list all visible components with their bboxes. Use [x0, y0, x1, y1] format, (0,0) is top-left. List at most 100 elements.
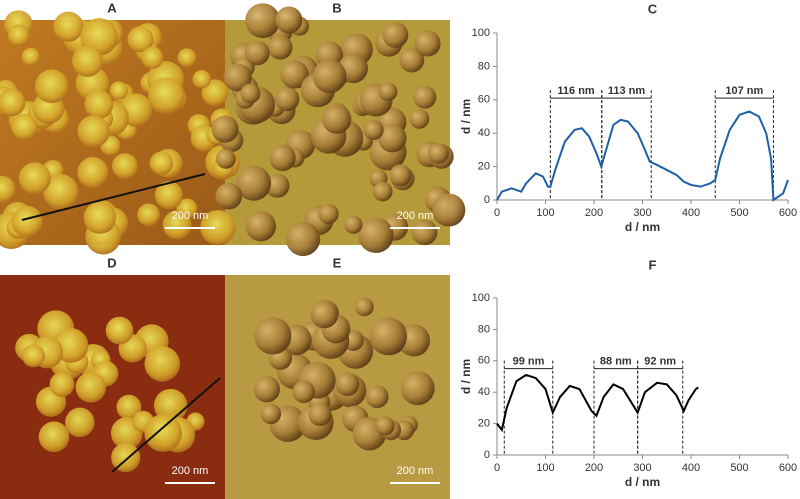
particle	[399, 47, 425, 73]
y-tick-label: 100	[472, 292, 490, 304]
particle	[177, 48, 197, 68]
particle	[127, 26, 154, 53]
x-tick-label: 100	[536, 462, 554, 474]
particle	[267, 35, 293, 60]
particle	[236, 165, 272, 201]
particle	[144, 414, 182, 452]
y-tick-label: 100	[472, 27, 490, 39]
x-tick-label: 600	[779, 207, 797, 219]
panel-label: B	[332, 0, 341, 15]
y-axis-label: d / nm	[459, 359, 473, 394]
y-tick-label: 0	[484, 194, 490, 206]
particle	[428, 142, 449, 164]
x-tick-label: 0	[494, 207, 500, 219]
particle	[344, 215, 363, 234]
x-tick-label: 500	[730, 462, 748, 474]
particle	[43, 174, 79, 210]
particle	[71, 45, 104, 77]
y-tick-label: 20	[478, 161, 490, 173]
particle	[0, 88, 26, 117]
y-tick-label: 80	[478, 60, 490, 72]
particle	[377, 123, 407, 153]
particle	[363, 120, 384, 140]
y-axis-label: d / nm	[459, 99, 473, 134]
particle	[144, 346, 180, 382]
x-tick-label: 0	[494, 462, 500, 474]
particle	[358, 217, 394, 253]
particle	[65, 407, 95, 438]
chart-title: F	[649, 257, 657, 272]
particle	[355, 297, 374, 317]
profile-curve	[496, 373, 699, 433]
particle	[11, 205, 43, 237]
particle	[274, 86, 300, 112]
particle	[253, 376, 281, 403]
particle	[147, 77, 185, 114]
particle	[285, 221, 321, 257]
particle	[77, 157, 109, 188]
particle	[378, 82, 398, 101]
x-tick-label: 300	[633, 207, 651, 219]
x-tick-label: 200	[585, 207, 603, 219]
particle	[21, 47, 40, 66]
x-tick-label: 400	[682, 207, 700, 219]
x-tick-label: 500	[730, 207, 748, 219]
particle	[389, 164, 412, 187]
particle	[432, 193, 466, 227]
y-tick-label: 40	[478, 386, 490, 398]
particle	[308, 402, 332, 426]
bracket-label: 107 nm	[725, 85, 763, 97]
x-axis-label: d / nm	[625, 220, 660, 234]
particle	[318, 203, 339, 224]
particle	[83, 201, 117, 234]
particle	[275, 6, 303, 34]
particle	[18, 162, 51, 195]
particle	[245, 210, 277, 242]
particle	[200, 210, 236, 246]
x-tick-label: 300	[633, 462, 651, 474]
x-axis-label: d / nm	[625, 475, 660, 489]
particle	[310, 300, 339, 329]
particle	[49, 372, 75, 397]
chart-title: C	[648, 1, 658, 16]
particle	[260, 403, 282, 425]
y-tick-label: 40	[478, 127, 490, 139]
y-tick-label: 60	[478, 94, 490, 106]
scale-bar-label: 200 nm	[397, 210, 434, 222]
particle	[192, 69, 211, 89]
particle	[111, 442, 141, 473]
particle	[269, 144, 296, 172]
particle	[382, 21, 409, 48]
particle	[369, 317, 408, 356]
profile-curve	[496, 110, 789, 202]
particle	[149, 151, 173, 175]
particle	[141, 46, 164, 69]
particle	[105, 316, 134, 345]
scale-bar-label: 200 nm	[172, 465, 209, 477]
y-tick-label: 0	[484, 449, 490, 461]
x-tick-label: 200	[585, 462, 603, 474]
particle	[109, 81, 128, 100]
particle	[322, 104, 352, 134]
profile-line	[111, 377, 221, 473]
bracket-label: 113 nm	[608, 85, 646, 97]
particle	[400, 371, 435, 406]
particle	[335, 372, 360, 397]
panel-label: E	[333, 255, 342, 270]
particle	[240, 83, 261, 104]
particle	[215, 182, 243, 210]
bracket-label: 116 nm	[557, 85, 595, 97]
scale-bar-label: 200 nm	[397, 465, 434, 477]
particle	[84, 90, 114, 119]
particle	[409, 108, 430, 129]
particle	[365, 385, 389, 409]
particle	[411, 219, 438, 246]
particle	[375, 416, 395, 436]
particle	[413, 85, 437, 109]
particle	[116, 394, 142, 420]
particle	[53, 11, 84, 42]
particle	[265, 173, 290, 198]
particle	[77, 115, 110, 148]
x-tick-label: 100	[536, 207, 554, 219]
